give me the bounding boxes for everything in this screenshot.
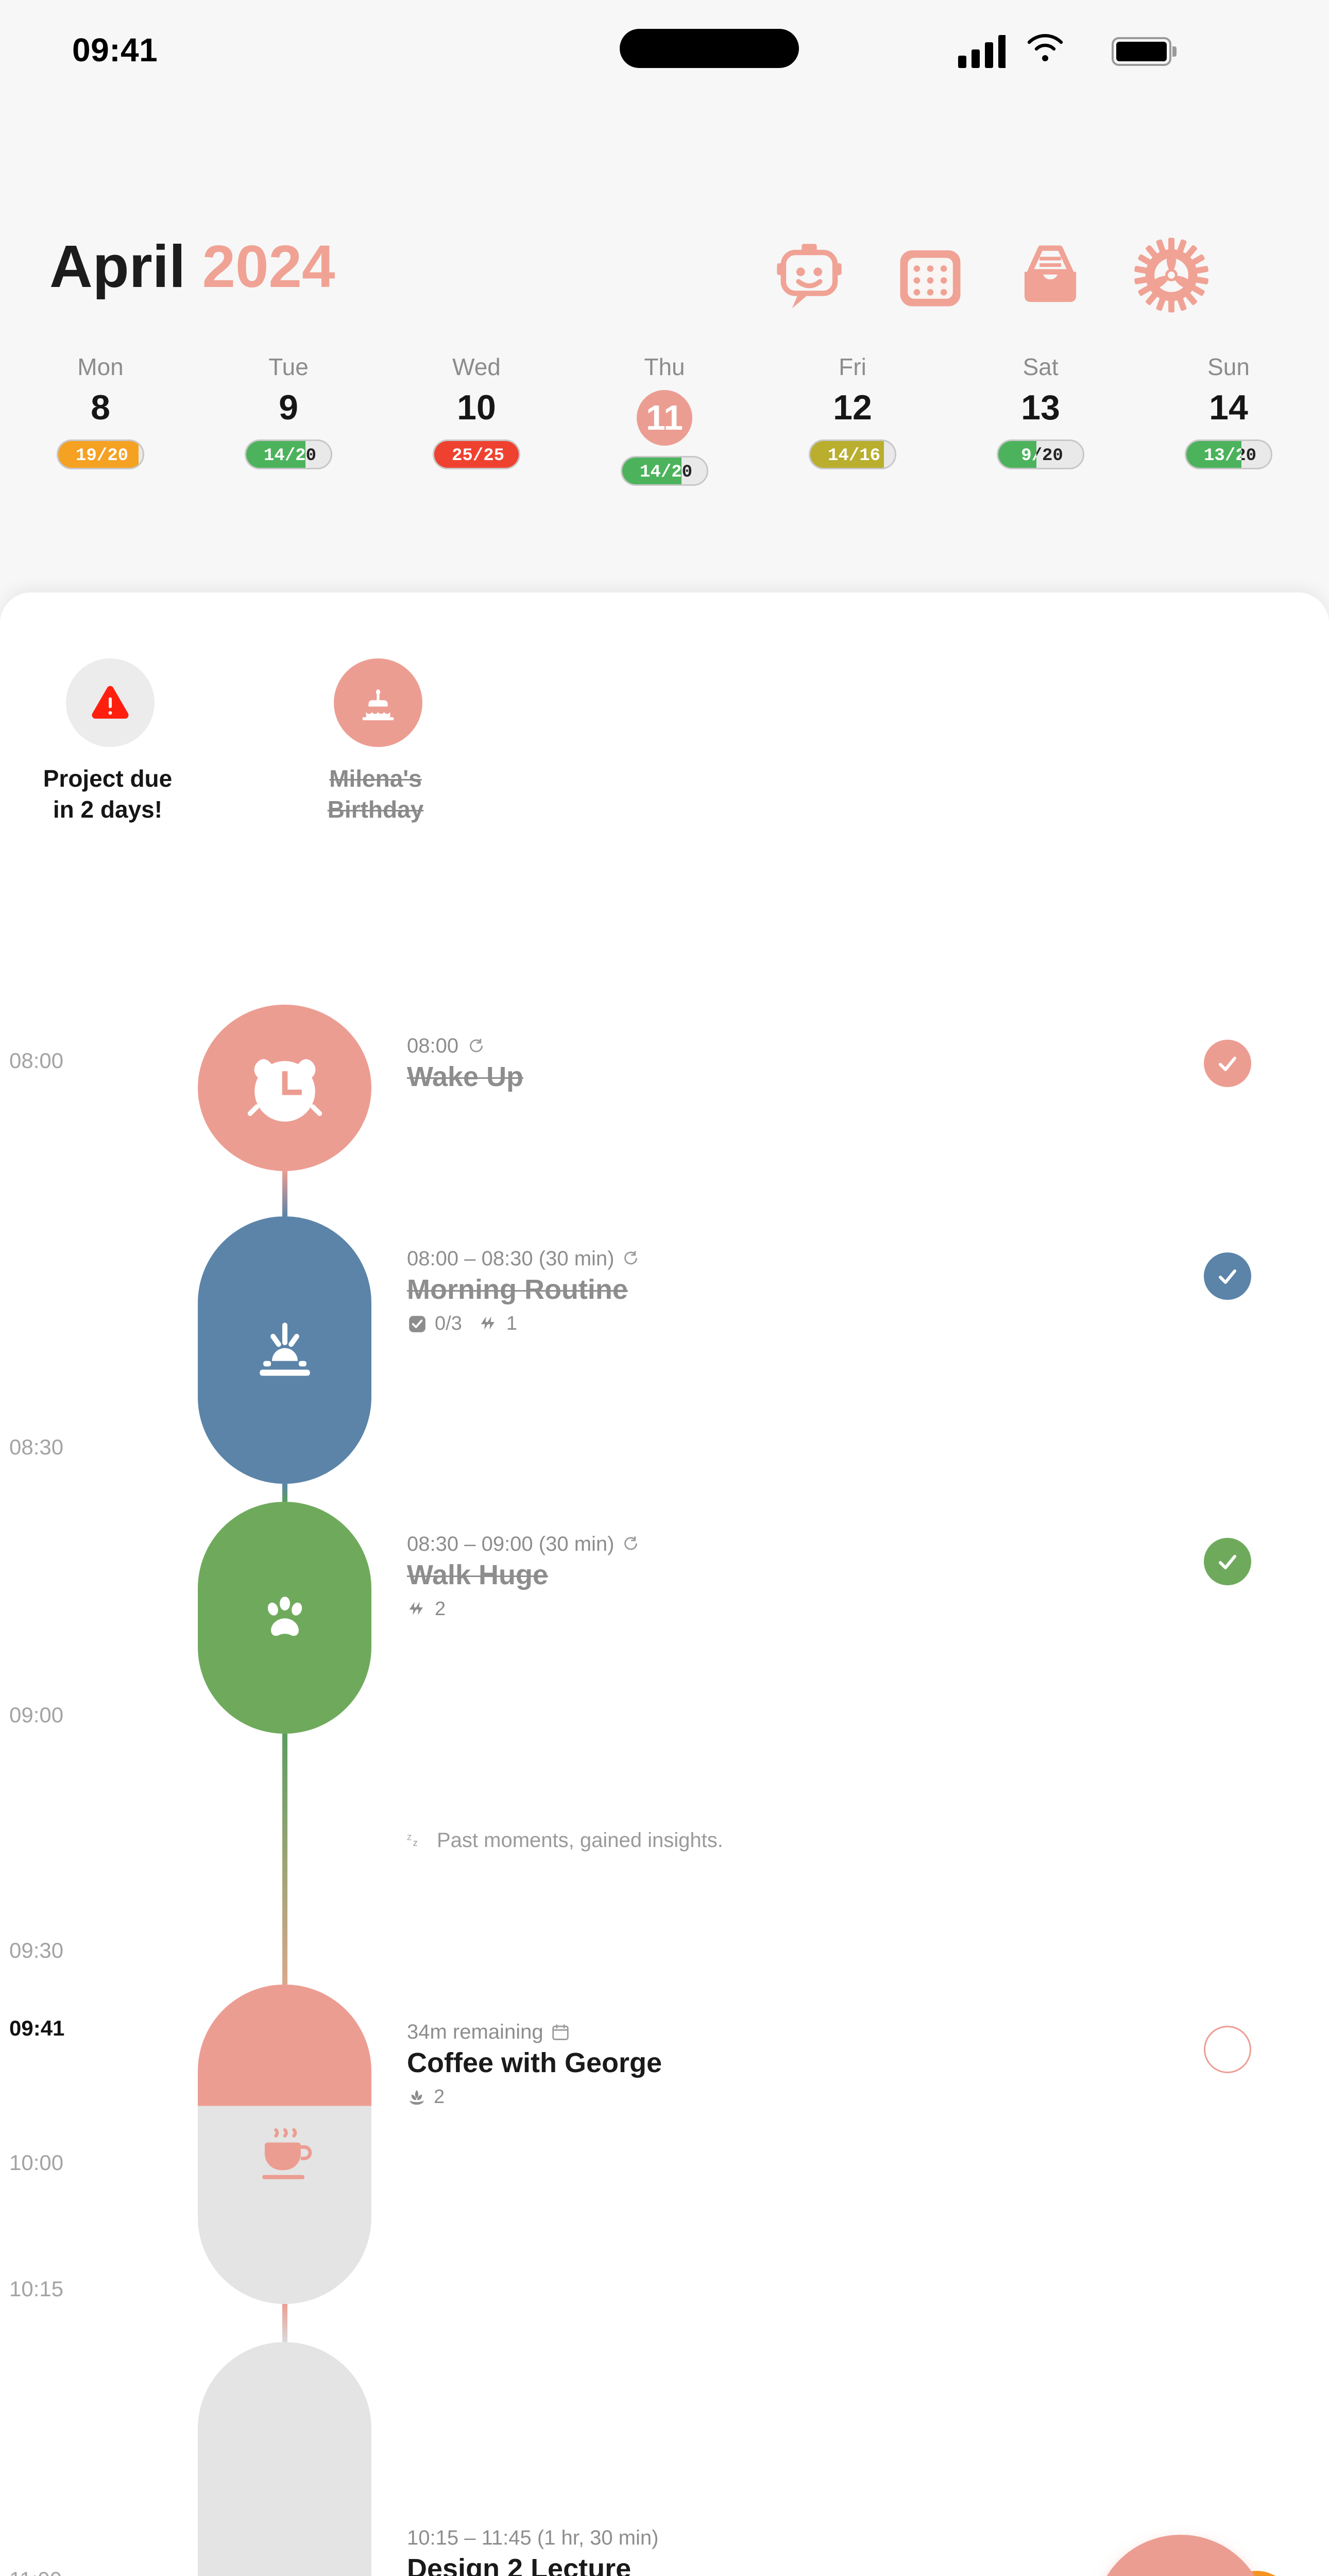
svg-text:Z: Z (407, 1833, 412, 1842)
svg-text:z: z (413, 1837, 418, 1848)
